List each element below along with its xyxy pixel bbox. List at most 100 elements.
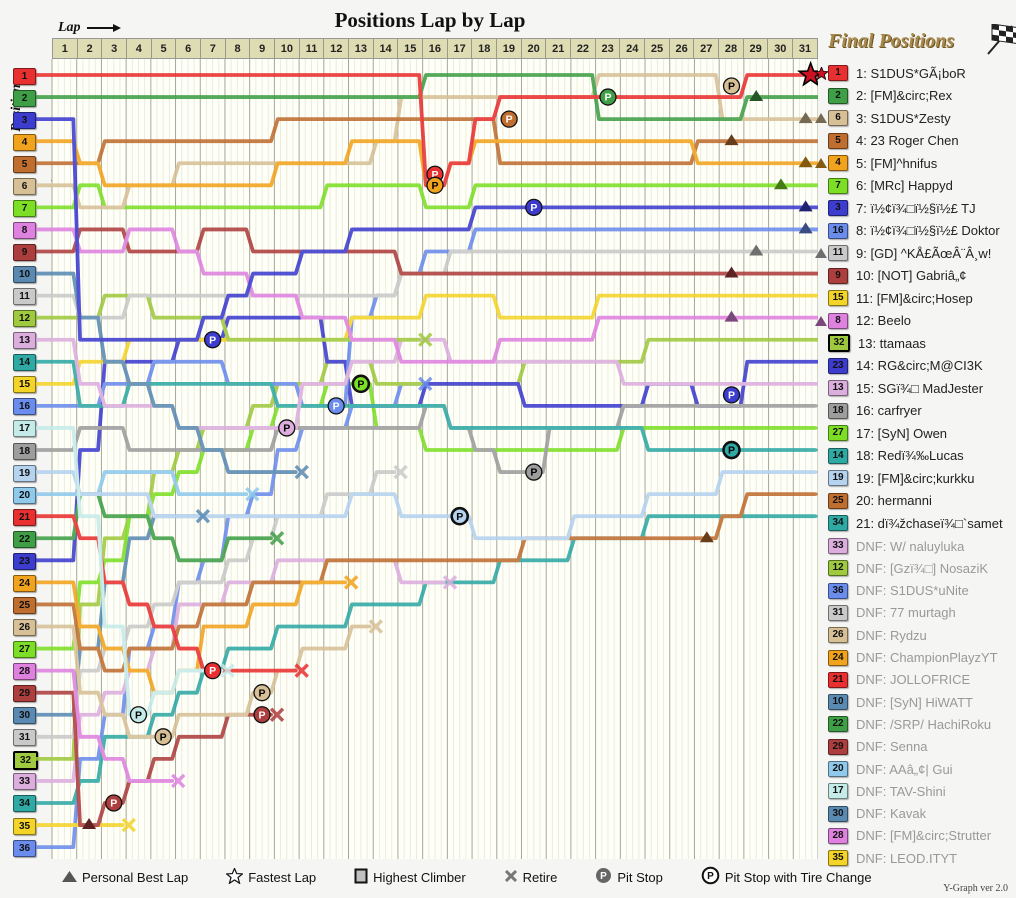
- driver-number-box: 21: [828, 671, 848, 688]
- finisher-row: 1 1: S1DUS*GÃ¡boR: [814, 63, 966, 83]
- lap-arrow-icon: [86, 24, 121, 32]
- driver-number-box: 7: [828, 177, 848, 194]
- pit-stop-marker: P: [722, 386, 741, 404]
- svg-text:P: P: [601, 871, 608, 882]
- driver-line: [34, 117, 820, 342]
- position-axis-box: 3: [13, 111, 36, 129]
- pit-stop-marker: P: [426, 176, 444, 194]
- driver-name-label: DNF: /SRP/ HachiRoku: [856, 716, 992, 732]
- svg-text:P: P: [357, 378, 364, 390]
- lap-header-cell: 6: [176, 39, 202, 58]
- checkered-flag-icon: [987, 24, 1016, 55]
- driver-line: [34, 624, 372, 739]
- highest-climber-box-icon: [354, 868, 368, 887]
- position-axis-box: 5: [13, 155, 36, 173]
- lap-header-cell: 4: [127, 39, 152, 58]
- driver-name-label: 10: [NOT] Gabriâ„¢: [856, 268, 967, 283]
- position-axis-box: 6: [13, 177, 36, 195]
- driver-name-label: 8: ï½¢ï¾□ï½§ï½£ Doktor: [856, 223, 1000, 238]
- lap-header-cell: 23: [596, 39, 621, 58]
- retire-x-marker: [269, 707, 285, 722]
- dnf-row: 29 DNF: Senna: [828, 737, 928, 757]
- finisher-row: 13 15: SGï¾□ MadJester: [828, 378, 983, 398]
- finisher-row: 32 13: ttamaas: [828, 333, 926, 353]
- position-axis-box: 19: [13, 464, 36, 482]
- position-axis-box: 27: [13, 641, 36, 659]
- lap-header-cell: 31: [798, 42, 812, 55]
- driver-name-label: 21: dï¾žchaseï¾□`samet: [856, 515, 1003, 531]
- pit-stop-marker: P: [525, 198, 543, 217]
- driver-name-label: DNF: S1DUS*uNite: [856, 583, 969, 599]
- retire-x-marker: [418, 332, 433, 347]
- svg-text:P: P: [431, 180, 438, 192]
- svg-text:P: P: [110, 798, 117, 810]
- position-axis-box: 1: [13, 67, 36, 85]
- position-axis-box: 10: [13, 266, 36, 284]
- driver-line: [34, 514, 298, 673]
- lap-header-cell: 30: [768, 39, 794, 58]
- lap-header-cell: 27: [694, 39, 720, 58]
- position-axis-box: 20: [13, 486, 36, 504]
- position-axis-box: 8: [13, 221, 36, 239]
- dnf-row: 22 DNF: /SRP/ HachiRoku: [828, 714, 991, 734]
- driver-number-box: 24: [828, 649, 848, 666]
- personal-best-triangle-icon: [814, 113, 828, 123]
- svg-text:P: P: [707, 871, 714, 882]
- finisher-row: 27 17: [SyN] Owen: [828, 423, 947, 443]
- dnf-row: 10 DNF: [SyN] HiWATT: [828, 692, 973, 712]
- driver-line: [34, 227, 820, 276]
- dnf-row: 28 DNF: [FM]&circ;Strutter: [828, 826, 991, 846]
- position-axis-box: 7: [13, 199, 36, 217]
- driver-name-label: 17: [SyN] Owen: [856, 425, 948, 441]
- finisher-row: 2 2: [FM]&circ;Rex: [828, 86, 952, 106]
- driver-number-box: 28: [828, 827, 848, 844]
- personal-best-marker: [724, 134, 739, 146]
- dnf-row: 24 DNF: ChampionPlayzYT: [828, 648, 998, 668]
- personal-best-marker: [798, 156, 813, 168]
- personal-best-marker: [699, 531, 714, 543]
- driver-number-box: 36: [828, 582, 848, 599]
- driver-name-label: DNF: [Gzï¾□] NosaziK: [856, 560, 989, 576]
- driver-number-box: 17: [828, 783, 848, 800]
- dnf-row: 26 DNF: Rydzu: [828, 625, 927, 645]
- dnf-row: 21 DNF: JOLLOFRICE: [828, 670, 970, 690]
- position-axis-box: 32: [13, 751, 38, 771]
- driver-name-label: DNF: Kavak: [856, 806, 927, 822]
- driver-name-label: DNF: [FM]&circ;Strutter: [856, 828, 992, 844]
- driver-number-box: 25: [828, 492, 848, 509]
- driver-number-box: 16: [828, 222, 848, 239]
- lap-header-cell: 20: [522, 39, 547, 58]
- lap-header-cell: 16: [423, 39, 448, 58]
- driver-line: [34, 470, 817, 541]
- lap-header-cell: 28: [719, 39, 744, 58]
- personal-best-marker: [724, 266, 739, 278]
- pit-stop-marker: P: [105, 794, 123, 812]
- driver-number-box: 26: [828, 627, 848, 644]
- pit-stop-tire-change-marker: P: [722, 440, 741, 460]
- driver-number-box: 18: [828, 402, 848, 419]
- lap-header-cell: 10: [275, 39, 300, 58]
- finisher-row: 4 5: [FM]^hnifus: [815, 153, 937, 173]
- position-axis-box: 30: [13, 707, 36, 725]
- lap-header-cell: 22: [571, 39, 596, 58]
- finisher-row: 8 12: Beelo: [815, 311, 911, 331]
- position-axis-box: 26: [13, 619, 36, 636]
- driver-name-label: 9: [GD] ^KÅ£ÃœÂ¨Â¸w!: [856, 245, 992, 261]
- finisher-row: 14 18: Redï¾‰Lucas: [828, 446, 964, 466]
- svg-text:P: P: [456, 511, 463, 523]
- driver-name-label: 7: ï½¢ï¾□ï½§ï½£ TJ: [856, 200, 976, 216]
- driver-line: [34, 668, 175, 783]
- driver-name-label: 4: 23 Roger Chen: [856, 133, 959, 148]
- driver-line: [34, 73, 820, 122]
- finisher-row: 16 8: ï½¢ï¾□ï½§ï½£ Doktor: [828, 221, 1000, 241]
- driver-number-box: 23: [828, 357, 848, 374]
- fastest-lap-star-icon: [814, 66, 828, 80]
- driver-name-label: 14: RG&circ;M@CI3K: [856, 358, 983, 373]
- driver-name-label: DNF: JOLLOFRICE: [856, 672, 971, 688]
- driver-name-label: DNF: W/ naluyluka: [856, 538, 965, 554]
- driver-name-label: 12: Beelo: [856, 313, 911, 328]
- dnf-row: 17 DNF: TAV-Shini: [828, 781, 946, 801]
- driver-name-label: 19: [FM]&circ;kurkku: [856, 470, 975, 486]
- position-axis-box: 24: [13, 574, 36, 592]
